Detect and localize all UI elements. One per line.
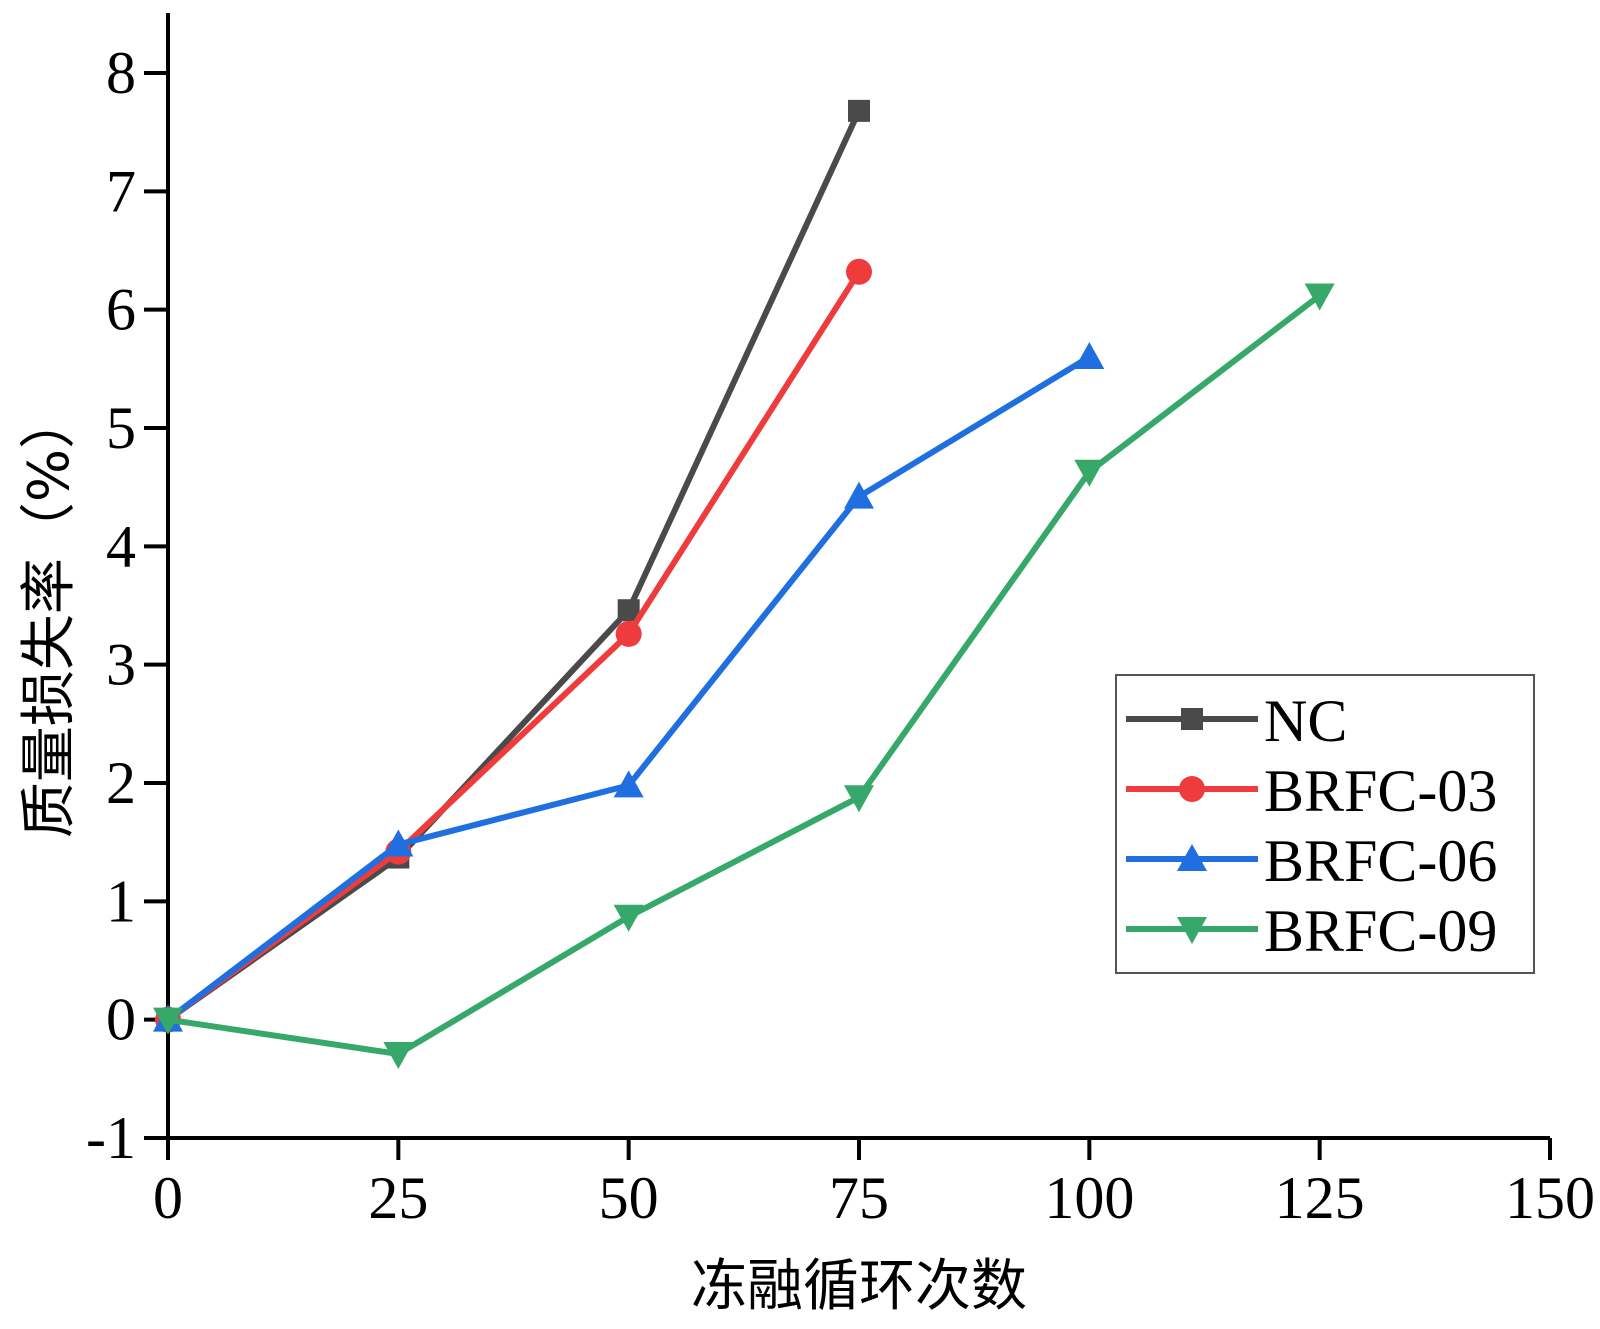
data-point (383, 1041, 414, 1069)
y-tick-label: 6 (106, 277, 136, 343)
data-point (1074, 459, 1105, 487)
y-tick-label: 7 (106, 158, 136, 224)
y-axis-title: 质量损失率（%） (17, 393, 82, 838)
data-point (844, 785, 874, 813)
x-axis-title: 冻融循环次数 (691, 1254, 1027, 1319)
y-tick-label: 3 (106, 632, 136, 698)
legend-marker (1177, 917, 1207, 944)
legend-marker (1177, 844, 1207, 871)
series-brfc-09 (153, 283, 1335, 1069)
legend-label: BRFC-03 (1264, 758, 1497, 824)
series-brfc-03 (155, 258, 872, 1033)
x-tick-label: 50 (599, 1165, 659, 1231)
data-point (1074, 342, 1105, 369)
legend-marker (1181, 708, 1203, 730)
legend-item: BRFC-09 (1126, 898, 1497, 964)
y-tick-label: 8 (106, 40, 136, 106)
x-tick-label: 150 (1505, 1165, 1595, 1231)
legend-label: BRFC-06 (1264, 828, 1497, 894)
series-nc (157, 99, 870, 1031)
legend-item: NC (1126, 688, 1347, 754)
series-line (167, 293, 1322, 1057)
series-line (166, 270, 862, 1023)
series-line (166, 109, 862, 1023)
y-tick-label: 0 (106, 987, 136, 1053)
data-point (848, 99, 870, 122)
data-point (613, 904, 644, 932)
data-point (846, 258, 872, 285)
x-tick-label: 25 (368, 1165, 428, 1231)
legend-label: NC (1264, 688, 1347, 754)
x-tick-label: 0 (153, 1165, 183, 1231)
data-point (617, 599, 640, 622)
y-tick-label: 4 (106, 513, 136, 579)
data-point (613, 770, 644, 798)
ticks: -1 0 1 2 3 4 5 6 7 8 0 25 50 75 100 125 150 (86, 40, 1595, 1231)
legend-item: BRFC-03 (1126, 758, 1497, 824)
series-brfc-06 (153, 342, 1105, 1032)
data-point (383, 829, 414, 857)
x-tick-label: 75 (829, 1165, 889, 1231)
y-tick-label: 2 (106, 750, 136, 816)
y-tick-label: 5 (106, 395, 136, 461)
data-point (844, 481, 874, 509)
x-tick-label: 100 (1044, 1165, 1134, 1231)
x-tick-label: 125 (1275, 1165, 1365, 1231)
y-tick-label: -1 (86, 1105, 136, 1171)
data-point (153, 1007, 183, 1035)
data-point (1304, 283, 1335, 311)
data-point (615, 620, 642, 647)
series-layer (153, 99, 1335, 1069)
legend-marker (1179, 776, 1205, 802)
legend-label: BRFC-09 (1264, 898, 1497, 964)
y-tick-label: 1 (106, 868, 136, 934)
legend-item: BRFC-06 (1126, 828, 1497, 894)
